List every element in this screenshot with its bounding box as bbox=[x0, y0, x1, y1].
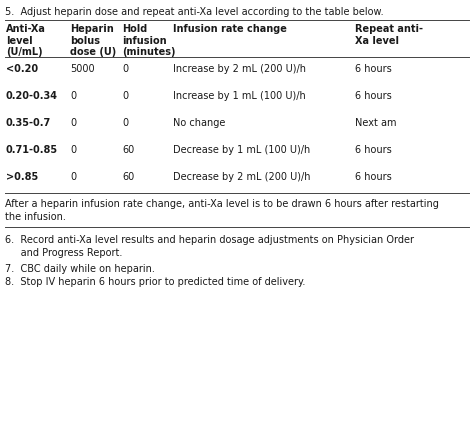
Text: 60: 60 bbox=[122, 172, 135, 182]
Text: Increase by 2 mL (200 U)/h: Increase by 2 mL (200 U)/h bbox=[173, 64, 306, 73]
Text: the infusion.: the infusion. bbox=[5, 212, 66, 222]
Text: 0.35-0.7: 0.35-0.7 bbox=[6, 118, 51, 128]
Text: infusion: infusion bbox=[122, 36, 167, 45]
Text: No change: No change bbox=[173, 118, 225, 128]
Text: 6 hours: 6 hours bbox=[355, 172, 392, 182]
Text: 7.  CBC daily while on heparin.: 7. CBC daily while on heparin. bbox=[5, 264, 155, 274]
Text: >0.85: >0.85 bbox=[6, 172, 38, 182]
Text: Decrease by 2 mL (200 U)/h: Decrease by 2 mL (200 U)/h bbox=[173, 172, 310, 182]
Text: 0.71-0.85: 0.71-0.85 bbox=[6, 145, 58, 155]
Text: Xa level: Xa level bbox=[355, 36, 399, 45]
Text: 0: 0 bbox=[122, 64, 128, 73]
Text: 0: 0 bbox=[70, 145, 76, 155]
Text: and Progress Report.: and Progress Report. bbox=[5, 248, 122, 258]
Text: 0.20-0.34: 0.20-0.34 bbox=[6, 91, 58, 101]
Text: Decrease by 1 mL (100 U)/h: Decrease by 1 mL (100 U)/h bbox=[173, 145, 310, 155]
Text: 0: 0 bbox=[70, 172, 76, 182]
Text: <0.20: <0.20 bbox=[6, 64, 38, 73]
Text: Next am: Next am bbox=[355, 118, 396, 128]
Text: dose (U): dose (U) bbox=[70, 47, 117, 57]
Text: Increase by 1 mL (100 U)/h: Increase by 1 mL (100 U)/h bbox=[173, 91, 306, 101]
Text: Hold: Hold bbox=[122, 24, 147, 34]
Text: 6 hours: 6 hours bbox=[355, 91, 392, 101]
Text: 6 hours: 6 hours bbox=[355, 145, 392, 155]
Text: 0: 0 bbox=[122, 118, 128, 128]
Text: Heparin: Heparin bbox=[70, 24, 114, 34]
Text: 6.  Record anti-Xa level results and heparin dosage adjustments on Physician Ord: 6. Record anti-Xa level results and hepa… bbox=[5, 235, 414, 245]
Text: 60: 60 bbox=[122, 145, 135, 155]
Text: 0: 0 bbox=[70, 91, 76, 101]
Text: 0: 0 bbox=[122, 91, 128, 101]
Text: After a heparin infusion rate change, anti-Xa level is to be drawn 6 hours after: After a heparin infusion rate change, an… bbox=[5, 199, 439, 209]
Text: (U/mL): (U/mL) bbox=[6, 47, 42, 57]
Text: (minutes): (minutes) bbox=[122, 47, 176, 57]
Text: Infusion rate change: Infusion rate change bbox=[173, 24, 287, 34]
Text: Repeat anti-: Repeat anti- bbox=[355, 24, 422, 34]
Text: 5.  Adjust heparin dose and repeat anti-Xa level according to the table below.: 5. Adjust heparin dose and repeat anti-X… bbox=[5, 7, 383, 17]
Text: 5000: 5000 bbox=[70, 64, 95, 73]
Text: level: level bbox=[6, 36, 32, 45]
Text: bolus: bolus bbox=[70, 36, 100, 45]
Text: Anti-Xa: Anti-Xa bbox=[6, 24, 46, 34]
Text: 8.  Stop IV heparin 6 hours prior to predicted time of delivery.: 8. Stop IV heparin 6 hours prior to pred… bbox=[5, 277, 305, 287]
Text: 0: 0 bbox=[70, 118, 76, 128]
Text: 6 hours: 6 hours bbox=[355, 64, 392, 73]
